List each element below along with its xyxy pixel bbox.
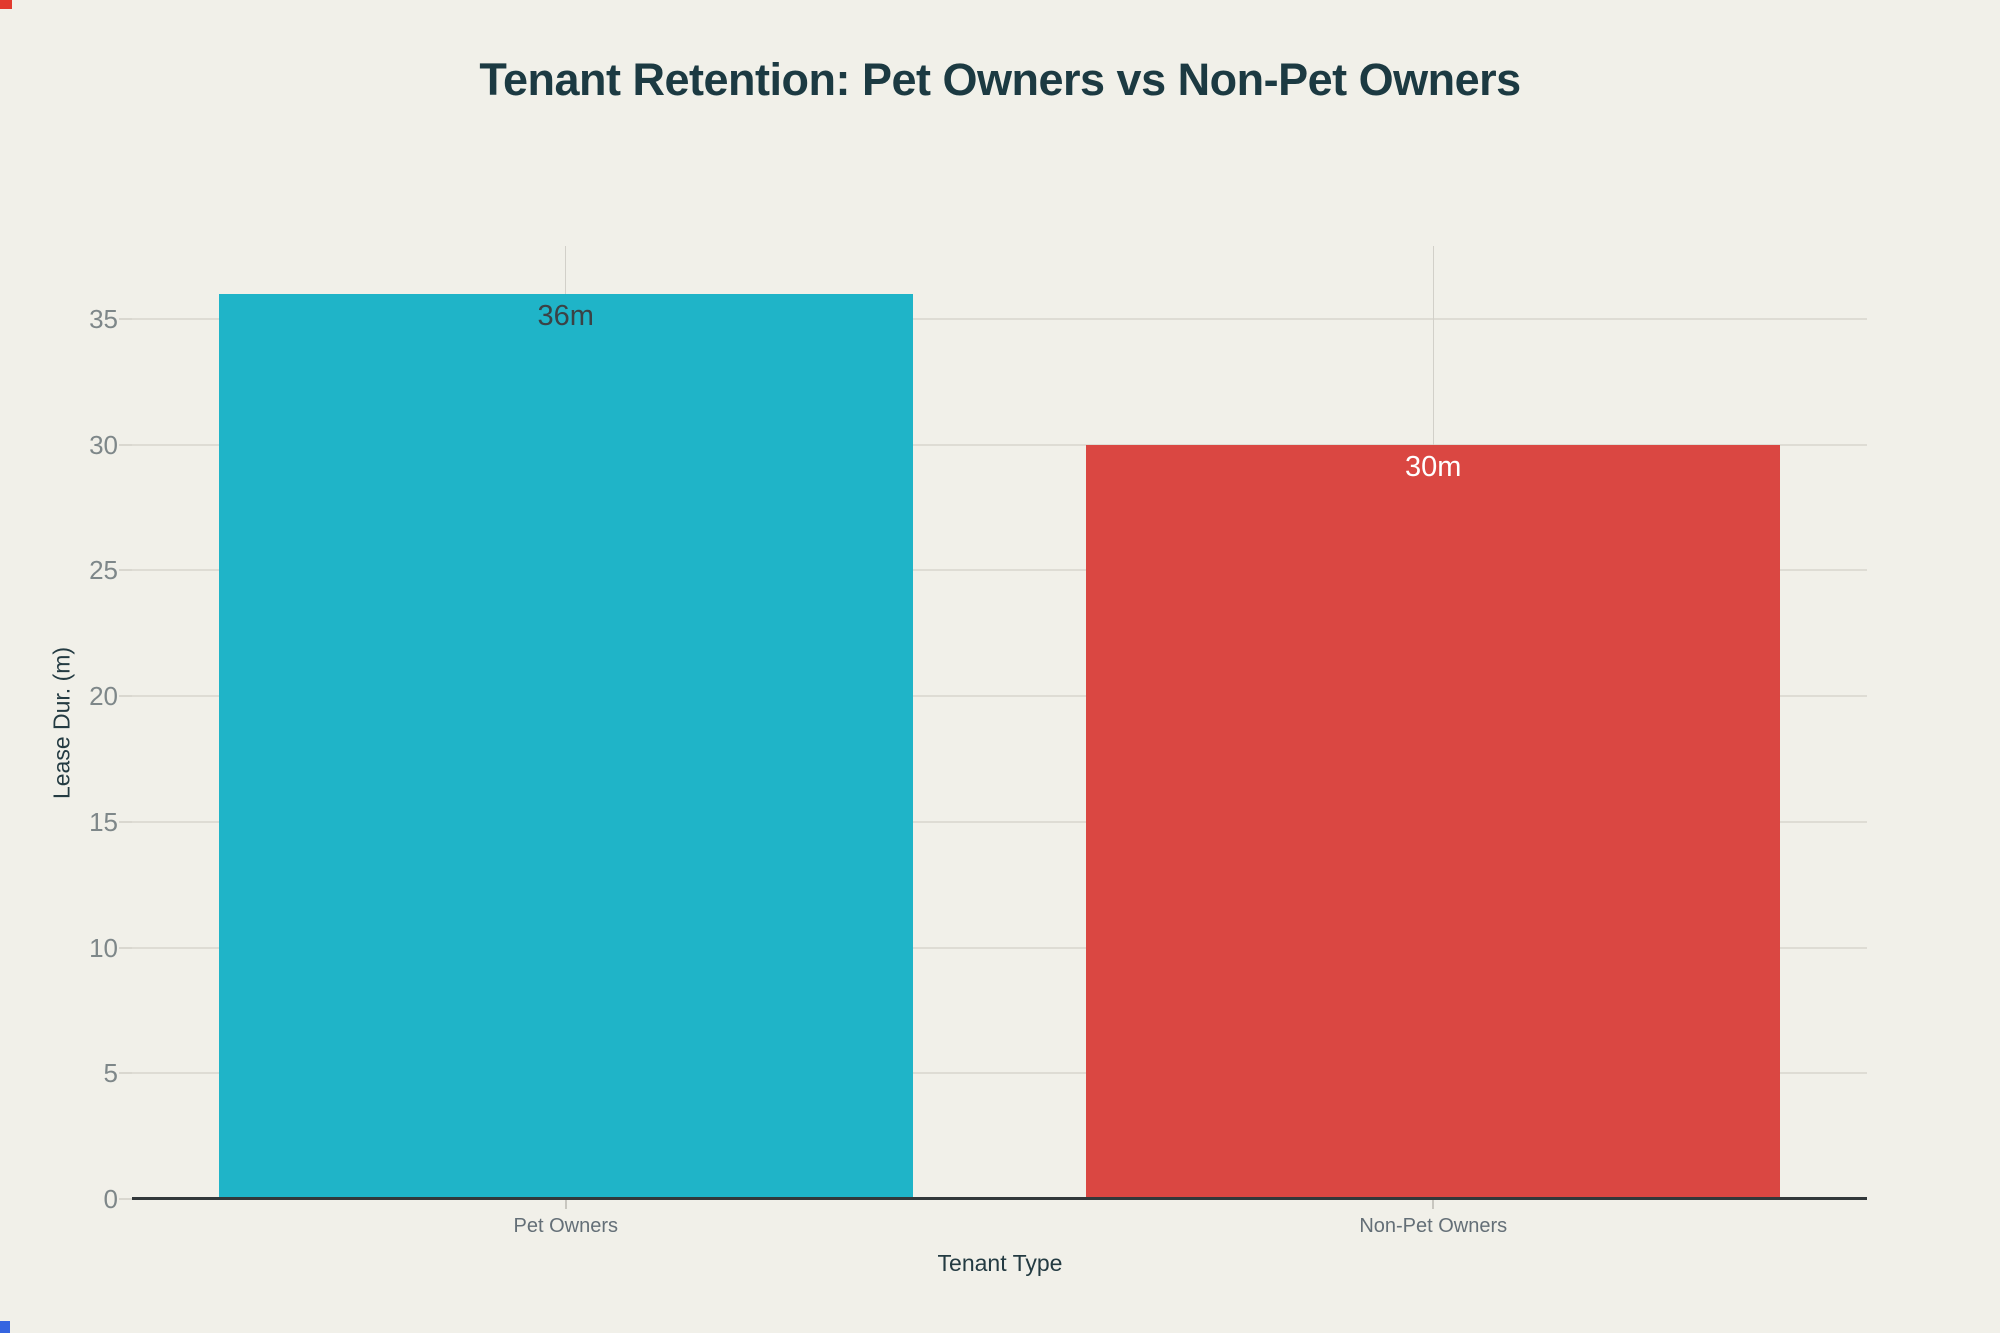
- y-tick-mark: [119, 1072, 132, 1075]
- x-category-label: Pet Owners: [513, 1215, 618, 1237]
- bar-value-label: 30m: [1405, 450, 1462, 483]
- y-gridline: [132, 1072, 1867, 1075]
- chart-title: Tenant Retention: Pet Owners vs Non-Pet …: [479, 54, 1521, 105]
- y-gridline: [132, 569, 1867, 572]
- y-tick-label: 20: [89, 681, 118, 712]
- y-tick-label: 25: [89, 555, 118, 586]
- y-tick-label: 0: [103, 1184, 118, 1214]
- bar-pet-owners[interactable]: 36m: [218, 293, 913, 1199]
- y-tick-mark: [119, 946, 132, 949]
- y-tick-mark: [119, 695, 132, 698]
- y-gridline: [132, 443, 1867, 446]
- y-gridline: [132, 820, 1867, 823]
- y-tick-mark: [119, 317, 132, 320]
- y-axis-title: Lease Dur. (m): [48, 646, 75, 800]
- y-tick-label: 35: [89, 303, 118, 334]
- y-tick-mark: [119, 820, 132, 823]
- y-tick-mark: [119, 1198, 132, 1200]
- x-axis-title: Tenant Type: [937, 1250, 1063, 1276]
- x-tick-mark: [564, 1200, 567, 1209]
- y-gridline: [132, 317, 1867, 320]
- corner-marker-top-left: [0, 0, 12, 9]
- y-tick-label: 30: [89, 429, 118, 460]
- bar-non-pet-owners[interactable]: 30m: [1086, 444, 1781, 1199]
- x-axis-line: [132, 1197, 1867, 1200]
- y-tick-label: 15: [89, 806, 118, 837]
- y-tick-label: 5: [103, 1058, 118, 1089]
- y-tick-mark: [119, 443, 132, 446]
- x-category-label: Non-Pet Owners: [1359, 1215, 1508, 1237]
- corner-marker-bottom-left: [0, 1321, 10, 1333]
- y-gridline: [132, 946, 1867, 949]
- y-tick-label: 10: [89, 932, 118, 963]
- y-tick-mark: [119, 569, 132, 572]
- y-gridline: [132, 695, 1867, 698]
- x-tick-mark: [1432, 1200, 1435, 1209]
- bar-value-label: 36m: [537, 299, 594, 332]
